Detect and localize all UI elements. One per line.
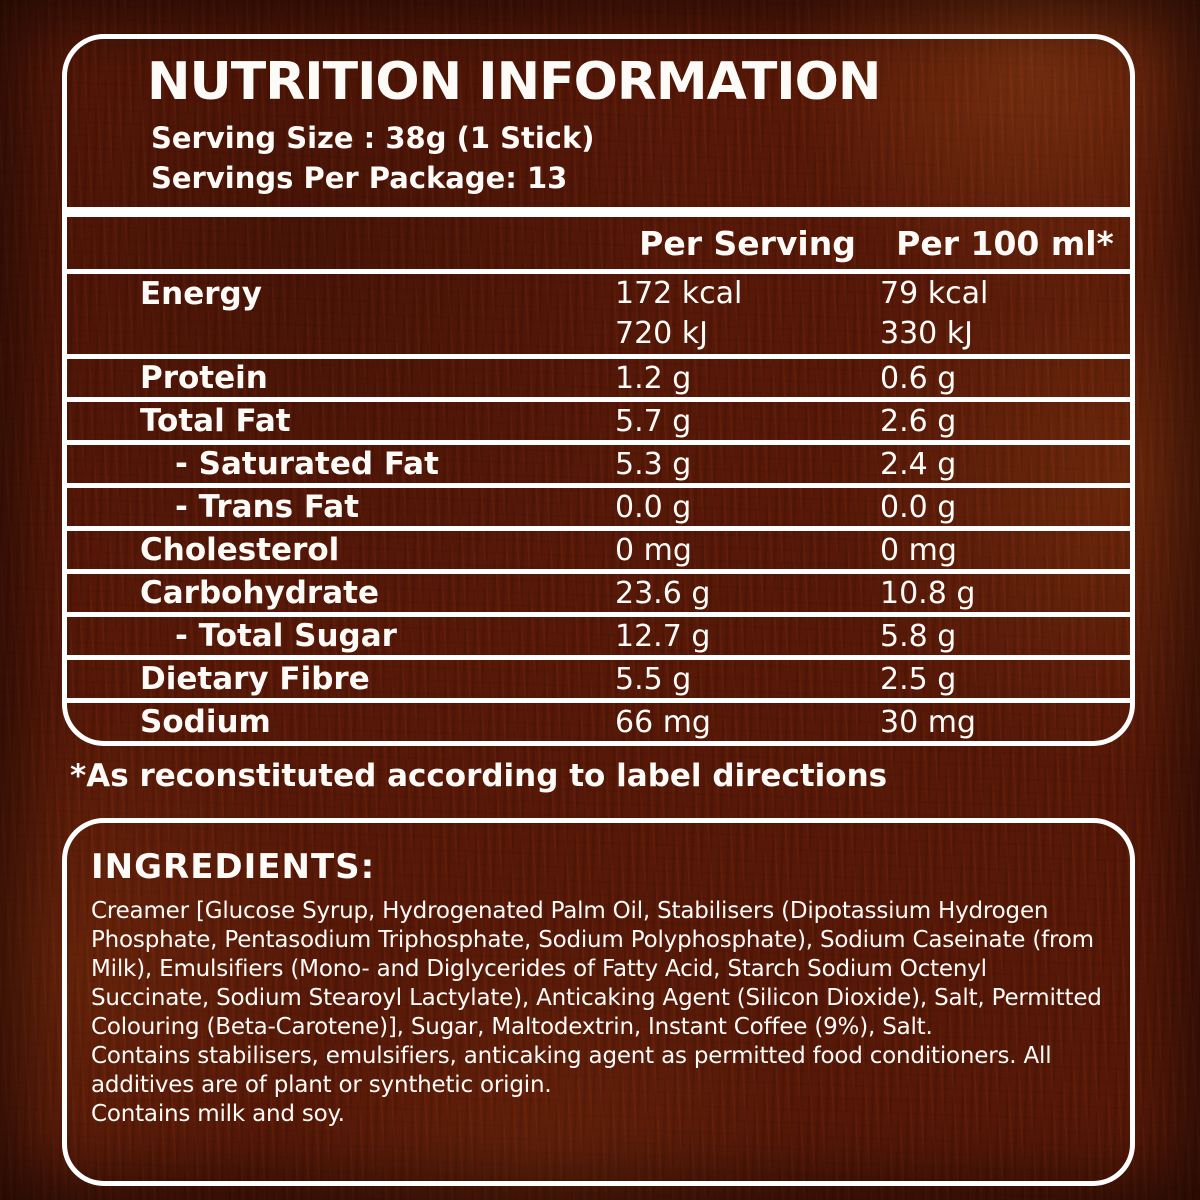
value-per-100ml: 79 kcal 330 kJ <box>880 276 989 351</box>
ingredients-heading: INGREDIENTS: <box>91 847 376 887</box>
row-label: Dietary Fibre <box>140 661 370 697</box>
nutrition-row: Cholesterol 0 mg 0 mg <box>67 531 1130 569</box>
nutrition-row: Carbohydrate 23.6 g 10.8 g <box>67 574 1130 612</box>
value-per-serving: 23.6 g <box>615 575 711 611</box>
nutrition-table-body: Energy 172 kcal 720 kJ 79 kcal 330 kJ Protein… <box>67 274 1130 741</box>
value-per-100ml: 2.6 g <box>880 403 957 439</box>
value-per-100ml: 0 mg <box>880 532 957 568</box>
value-per-serving: 0 mg <box>615 532 692 568</box>
nutrition-row: - Total Sugar 12.7 g 5.8 g <box>67 617 1130 655</box>
row-label: Carbohydrate <box>140 575 379 611</box>
col-header-per-100ml: Per 100 ml* <box>896 223 1114 263</box>
value-per-100ml: 5.8 g <box>880 618 957 654</box>
row-label: - Trans Fat <box>175 489 360 525</box>
value-per-100ml: 10.8 g <box>880 575 976 611</box>
row-label: Total Fat <box>140 403 291 439</box>
row-label: Cholesterol <box>140 532 340 568</box>
value-per-serving: 1.2 g <box>615 360 692 396</box>
value-per-100ml: 2.5 g <box>880 661 957 697</box>
value-per-serving: 66 mg <box>615 704 711 740</box>
nutrition-title: NUTRITION INFORMATION <box>147 52 881 112</box>
nutrition-row: - Trans Fat 0.0 g 0.0 g <box>67 488 1130 526</box>
ingredients-panel: INGREDIENTS: Creamer [Glucose Syrup, Hyd… <box>62 818 1135 1186</box>
nutrition-panel: NUTRITION INFORMATION Serving Size : 38g… <box>62 34 1135 746</box>
value-per-serving: 12.7 g <box>615 618 711 654</box>
food-conditioners-note: Contains stabilisers, emulsifiers, antic… <box>91 1043 1052 1098</box>
nutrition-row: Energy 172 kcal 720 kJ 79 kcal 330 kJ <box>67 274 1130 354</box>
ingredients-text: Creamer [Glucose Syrup, Hydrogenated Pal… <box>91 897 1110 1129</box>
col-header-per-serving: Per Serving <box>639 223 856 263</box>
nutrition-row: - Saturated Fat 5.3 g 2.4 g <box>67 445 1130 483</box>
nutrition-row: Protein 1.2 g 0.6 g <box>67 359 1130 397</box>
ingredients-content: INGREDIENTS: Creamer [Glucose Syrup, Hyd… <box>67 823 1130 1129</box>
value-per-serving: 5.3 g <box>615 446 692 482</box>
nutrition-row: Dietary Fibre 5.5 g 2.5 g <box>67 660 1130 698</box>
value-per-100ml: 30 mg <box>880 704 976 740</box>
value-per-100ml: 2.4 g <box>880 446 957 482</box>
row-label: Energy <box>140 276 262 312</box>
ingredients-paragraph: Creamer [Glucose Syrup, Hydrogenated Pal… <box>91 898 1102 1040</box>
row-label: - Saturated Fat <box>175 446 439 482</box>
table-top-bar <box>67 207 1130 217</box>
value-per-serving: 5.7 g <box>615 403 692 439</box>
serving-size: Serving Size : 38g (1 Stick) <box>151 121 595 155</box>
value-per-100ml: 0.0 g <box>880 489 957 525</box>
servings-per-package: Servings Per Package: 13 <box>151 161 568 195</box>
nutrition-row: Total Fat 5.7 g 2.6 g <box>67 402 1130 440</box>
table-header-row: Per Serving Per 100 ml* <box>67 217 1130 269</box>
row-label: Protein <box>140 360 268 396</box>
nutrition-row: Sodium 66 mg 30 mg <box>67 703 1130 741</box>
reconstitution-footnote: *As reconstituted according to label dir… <box>70 758 888 794</box>
value-per-serving: 172 kcal 720 kJ <box>615 276 743 351</box>
value-per-serving: 5.5 g <box>615 661 692 697</box>
value-per-serving: 0.0 g <box>615 489 692 525</box>
row-label: - Total Sugar <box>175 618 397 654</box>
value-per-100ml: 0.6 g <box>880 360 957 396</box>
row-label: Sodium <box>140 704 271 740</box>
allergen-note: Contains milk and soy. <box>91 1101 345 1127</box>
